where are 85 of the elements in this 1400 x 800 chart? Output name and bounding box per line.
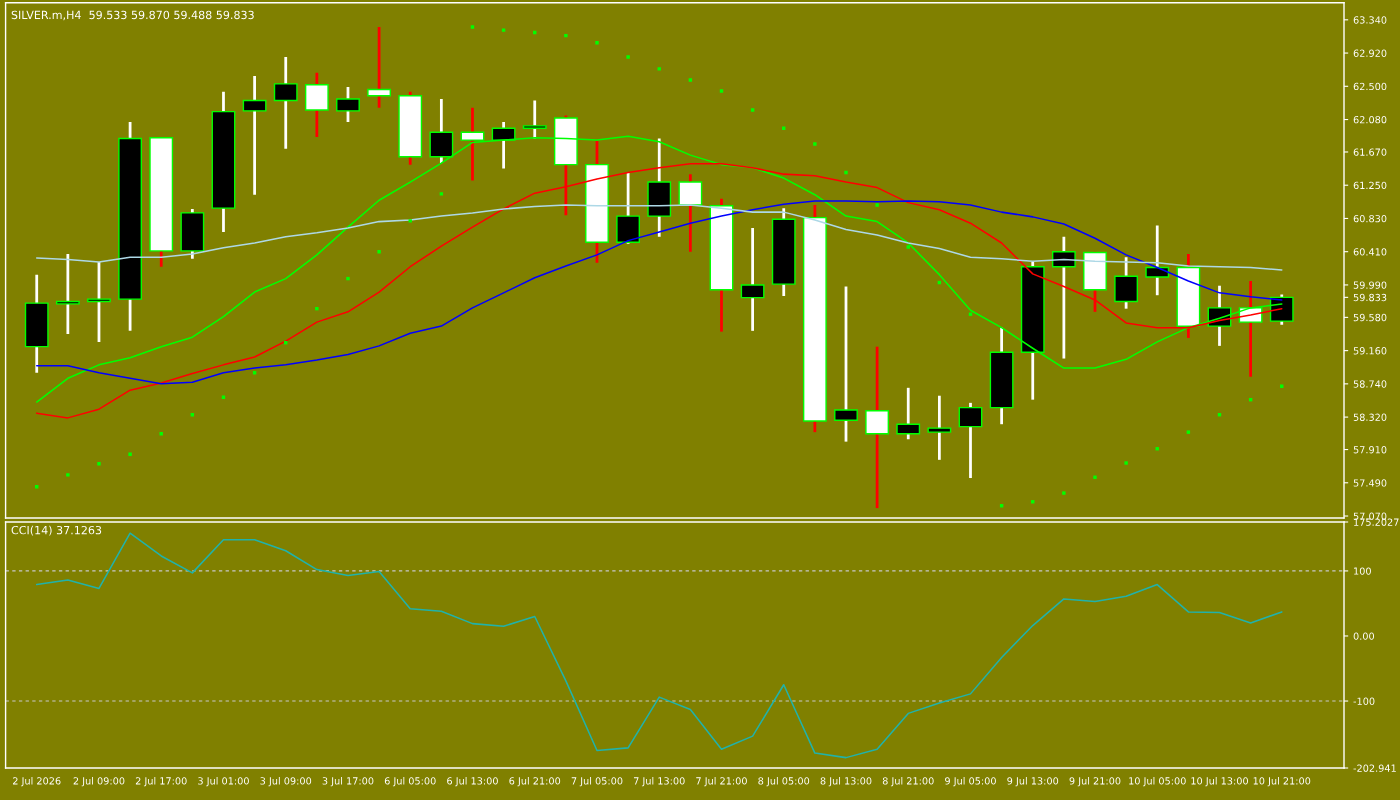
candlestick: [958, 401, 983, 480]
y-tick-label: 59.580: [1353, 313, 1387, 322]
x-tick-label: 6 Jul 05:00: [384, 777, 436, 787]
point: [750, 108, 755, 112]
point: [1124, 461, 1128, 465]
x-tick-label: 9 Jul 05:00: [945, 777, 996, 787]
y-tick-label: 57.490: [1353, 479, 1387, 487]
candlestick: [55, 252, 80, 336]
x-tick-label: 6 Jul 13:00: [447, 777, 498, 787]
y-tick-label: 62.920: [1353, 49, 1387, 57]
x-tick-label: 2 Jul 17:00: [135, 777, 187, 787]
y-tick-label: 59.160: [1353, 347, 1387, 355]
candlestick: [740, 226, 765, 333]
y-tick-label: 63.340: [1353, 16, 1387, 24]
point: [377, 249, 381, 254]
candlestick: [678, 172, 703, 254]
y-tick-label: 58.740: [1353, 380, 1387, 388]
candlestick: [367, 25, 392, 110]
x-tick-label: 10 Jul 13:00: [1191, 777, 1248, 787]
point: [1186, 430, 1191, 434]
x-tick-label: 10 Jul 05:00: [1129, 777, 1186, 787]
point: [626, 55, 630, 59]
point: [97, 462, 101, 466]
y-tick-label: -100: [1353, 697, 1375, 705]
y-tick-label: 58.320: [1353, 413, 1387, 421]
point: [128, 452, 132, 456]
candlestick: [865, 345, 890, 510]
candlestick: [896, 386, 921, 441]
y-tick-label: 59.833: [1353, 293, 1387, 302]
chart-title: CCI(14) 37.1263: [11, 525, 102, 536]
candlestick: [242, 74, 267, 197]
x-tick-label: 7 Jul 21:00: [696, 777, 747, 787]
candlestick: [273, 55, 298, 151]
candlestick: [336, 85, 360, 124]
point: [564, 33, 568, 38]
y-tick-label: 60.410: [1353, 248, 1387, 256]
x-tick-label: 2 Jul 09:00: [73, 777, 125, 787]
x-tick-label: 10 Jul 21:00: [1253, 777, 1311, 787]
candlestick: [927, 394, 952, 462]
point: [595, 41, 599, 45]
candlestick: [87, 260, 111, 344]
x-tick-label: 9 Jul 13:00: [1007, 777, 1059, 787]
x-tick-label: 2 Jul 2026: [13, 777, 61, 787]
y-tick-label: 0.00: [1353, 632, 1375, 640]
point: [470, 25, 475, 29]
text: SILVER.m,H4 59.533 59.870 59.488 59.833: [11, 10, 254, 21]
x-tick-label: 8 Jul 21:00: [882, 777, 934, 787]
y-tick-label: -202.941: [1353, 764, 1396, 772]
point: [1093, 475, 1097, 479]
point: [875, 203, 879, 207]
y-tick-label: 100: [1354, 567, 1371, 575]
point: [906, 245, 910, 249]
x-tick-label: 3 Jul 01:00: [198, 777, 249, 787]
y-tick-label: 60.830: [1353, 214, 1387, 223]
point: [719, 89, 724, 93]
x-tick-label: 3 Jul 09:00: [260, 777, 312, 787]
point: [688, 78, 693, 82]
y-tick-label: 175.2027: [1354, 518, 1399, 526]
x-tick-label: 8 Jul 13:00: [820, 777, 872, 787]
y-tick-label: 62.500: [1353, 82, 1387, 91]
y-tick-label: 61.250: [1353, 181, 1387, 190]
x-tick-label: 6 Jul 21:00: [509, 777, 561, 787]
x-tick-label: 3 Jul 17:00: [322, 777, 374, 787]
candlestick: [834, 285, 858, 444]
x-tick-label: 7 Jul 13:00: [633, 777, 685, 787]
point: [439, 192, 444, 196]
y-tick-label: 59.990: [1353, 281, 1387, 289]
x-tick-label: 8 Jul 05:00: [758, 777, 810, 787]
point: [501, 28, 506, 32]
point: [657, 67, 661, 71]
point: [346, 276, 350, 281]
y-tick-label: 57.910: [1353, 446, 1387, 454]
point: [315, 306, 319, 311]
line-series: [35, 204, 1283, 271]
point: [813, 142, 817, 146]
y-tick-label: 61.670: [1353, 148, 1387, 156]
point: [1062, 491, 1066, 495]
point: [844, 170, 848, 175]
y-tick-label: 62.080: [1353, 116, 1387, 124]
y-tick-label: 57.070: [1353, 512, 1387, 520]
x-tick-label: 7 Jul 05:00: [571, 777, 623, 787]
point: [408, 219, 412, 223]
candlestick: [1145, 224, 1170, 297]
x-tick-label: 9 Jul 21:00: [1069, 777, 1121, 787]
point: [66, 473, 70, 477]
